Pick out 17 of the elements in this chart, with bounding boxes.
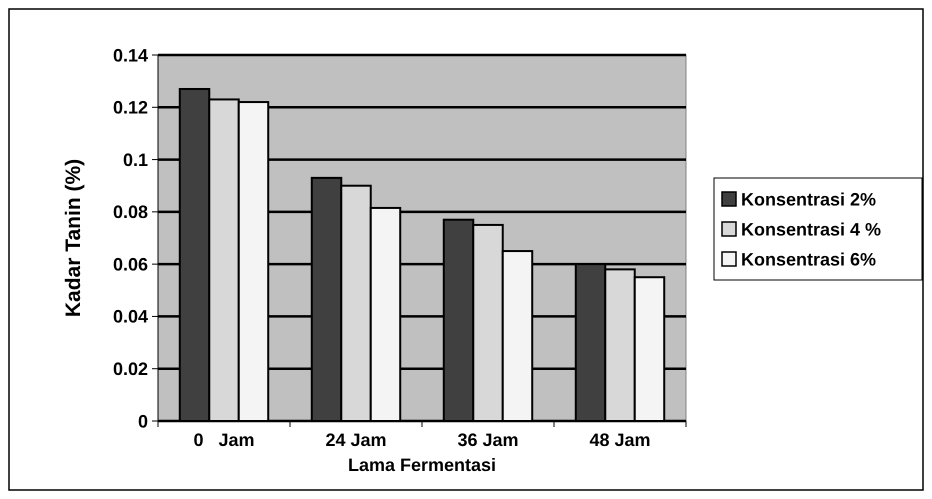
legend-label: Konsentrasi 4 % <box>741 219 882 240</box>
y-tick-label: 0.14 <box>112 45 148 66</box>
x-axis-title: Lama Fermentasi <box>348 455 496 475</box>
y-tick-label: 0.1 <box>122 150 148 170</box>
y-tick-label: 0.02 <box>112 359 148 380</box>
x-tick-label: 36 Jam <box>457 430 519 450</box>
y-tick-label: 0.08 <box>112 202 148 222</box>
y-tick-label: 0.12 <box>112 98 148 118</box>
y-tick-label: 0 <box>138 411 148 432</box>
x-tick-label: 48 Jam <box>589 430 651 450</box>
y-axis-title: Kadar Tanin (%) <box>62 158 85 318</box>
x-tick-label: 0 Jam <box>193 430 255 450</box>
y-tick-label: 0.06 <box>112 254 148 274</box>
legend-label: Konsentrasi 6% <box>741 249 876 270</box>
y-tick-label: 0.04 <box>112 306 148 327</box>
legend-label: Konsentrasi 2% <box>741 189 876 210</box>
x-tick-label: 24 Jam <box>325 430 387 450</box>
